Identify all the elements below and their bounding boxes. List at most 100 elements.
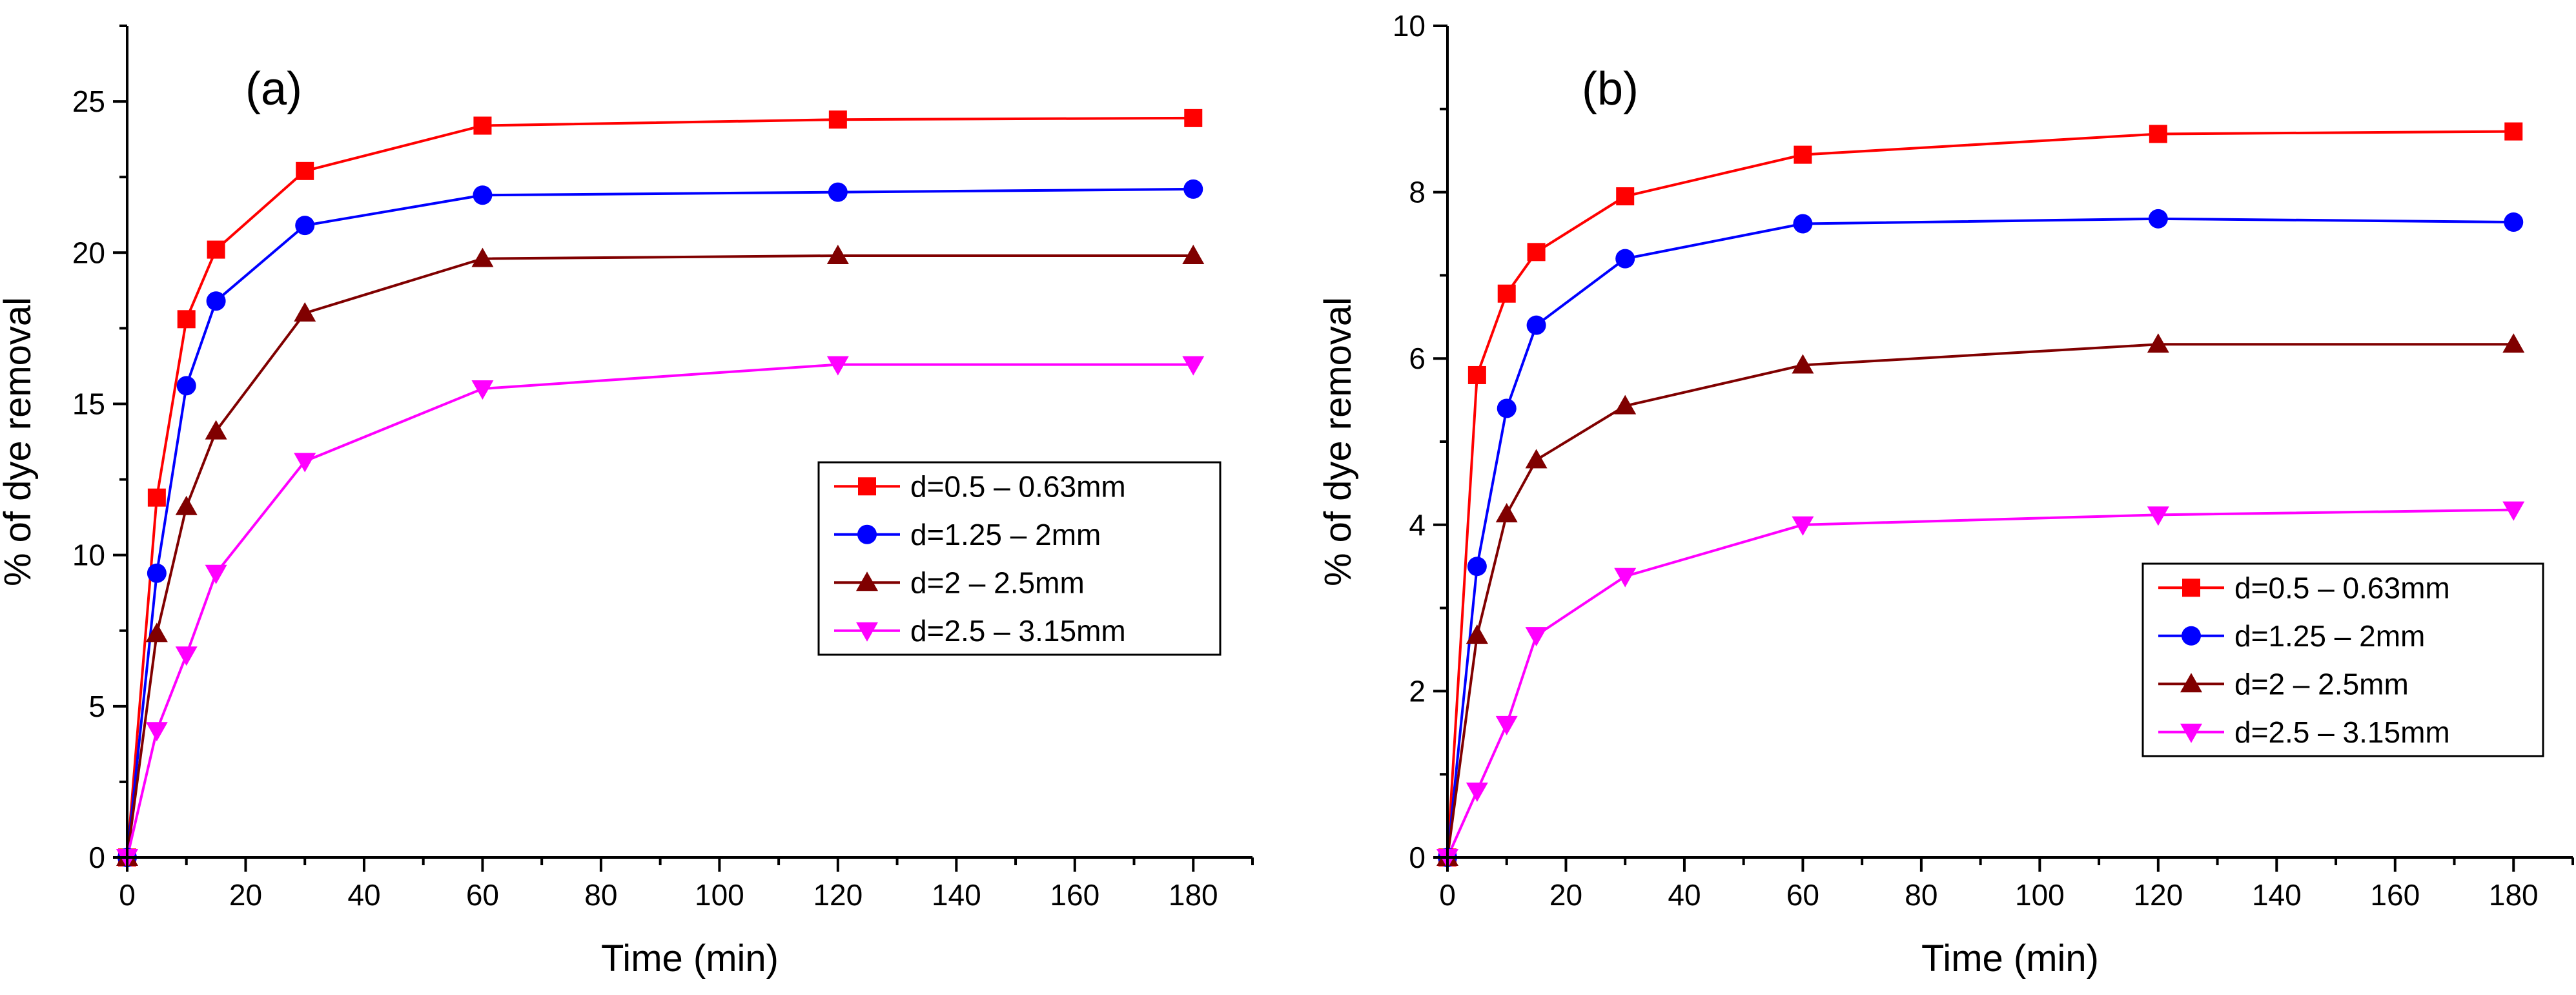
x-tick-label: 180 bbox=[1169, 878, 1218, 912]
data-point-d-2-5-3-15mm-1 bbox=[145, 722, 168, 742]
legend-marker-d-1-25-2mm bbox=[2182, 626, 2201, 646]
series-line-d-2-5-3-15mm bbox=[126, 363, 1194, 858]
data-point-d-2-5-3-15mm-5 bbox=[1792, 516, 1814, 536]
legend-box bbox=[817, 461, 1222, 656]
data-point-d-0-5-0-63mm-1 bbox=[147, 488, 166, 507]
y-tick-label: 2 bbox=[1409, 674, 1426, 708]
series-line-d-2-5-3-15mm bbox=[1446, 508, 2514, 858]
data-point-d-0-5-0-63mm-5 bbox=[1794, 145, 1812, 164]
data-point-d-1-25-2mm-7 bbox=[2504, 212, 2524, 232]
data-point-d-1-25-2mm-2 bbox=[176, 376, 196, 396]
data-point-d-2-5-3-15mm-4 bbox=[294, 453, 316, 473]
x-tick-label: 40 bbox=[1668, 878, 1701, 912]
data-point-d-2-2-5mm-4 bbox=[1614, 395, 1637, 415]
data-point-d-0-5-0-63mm-3 bbox=[1527, 243, 1546, 262]
series-line-d-1-25-2mm bbox=[126, 187, 1194, 858]
series-line-d-0-5-0-63mm bbox=[1446, 130, 2514, 858]
x-tick-label: 0 bbox=[1439, 878, 1456, 912]
y-tick-label: 10 bbox=[1393, 9, 1426, 43]
data-point-d-1-25-2mm-7 bbox=[1183, 179, 1203, 199]
legend: d=0.5 – 0.63mm d=1.25 – 2mm d=2 – 2.5mm d=2… bbox=[817, 461, 1222, 656]
data-point-d-1-25-2mm-4 bbox=[295, 216, 315, 236]
data-point-d-2-5-3-15mm-2 bbox=[175, 646, 198, 666]
data-point-d-2-5-3-15mm-3 bbox=[1525, 627, 1548, 647]
y-tick-label: 20 bbox=[72, 236, 105, 269]
data-point-d-1-25-2mm-2 bbox=[1497, 398, 1517, 418]
y-axis-title: % of dye removal bbox=[0, 297, 39, 586]
x-tick-label: 80 bbox=[1905, 878, 1937, 912]
series-line-d-2-2-5mm bbox=[126, 254, 1194, 858]
series-line-d-2-2-5mm bbox=[1446, 343, 2514, 858]
x-tick-label: 40 bbox=[347, 878, 380, 912]
x-tick-label: 140 bbox=[2252, 878, 2302, 912]
legend-marker-d-0-5-0-63mm bbox=[2182, 579, 2200, 597]
x-tick-label: 60 bbox=[1786, 878, 1819, 912]
legend-box bbox=[2142, 562, 2544, 757]
legend-label-d-1-25-2mm: d=1.25 – 2mm bbox=[910, 518, 1101, 551]
data-point-d-0-5-0-63mm-2 bbox=[1497, 284, 1516, 303]
data-point-d-2-2-5mm-7 bbox=[1182, 244, 1205, 264]
data-point-d-0-5-0-63mm-6 bbox=[828, 110, 847, 129]
data-point-d-1-25-2mm-3 bbox=[1526, 315, 1546, 335]
legend-marker-d-1-25-2mm bbox=[857, 524, 877, 544]
legend-label-d-2-5-3-15mm: d=2.5 – 3.15mm bbox=[2234, 715, 2450, 749]
x-tick-label: 160 bbox=[1050, 878, 1099, 912]
data-point-d-0-5-0-63mm-6 bbox=[2149, 125, 2167, 143]
x-tick-label: 140 bbox=[932, 878, 981, 912]
panel-label: (a) bbox=[245, 63, 302, 115]
x-axis-title: Time (min) bbox=[1921, 938, 2099, 980]
data-point-d-1-25-2mm-5 bbox=[473, 185, 493, 205]
data-point-d-0-5-0-63mm-4 bbox=[296, 161, 314, 180]
data-point-d-2-5-3-15mm-2 bbox=[1495, 715, 1518, 735]
x-axis-title: Time (min) bbox=[601, 938, 779, 980]
data-point-d-2-5-3-15mm-7 bbox=[1182, 356, 1205, 376]
data-point-d-2-2-5mm-1 bbox=[1466, 624, 1488, 644]
y-tick-label: 0 bbox=[88, 841, 105, 874]
y-tick-label: 5 bbox=[88, 690, 105, 723]
data-point-d-2-2-5mm-2 bbox=[1495, 503, 1518, 523]
data-point-d-0-5-0-63mm-2 bbox=[177, 310, 196, 329]
y-tick-label: 0 bbox=[1409, 841, 1426, 874]
legend-marker-d-2-5-3-15mm bbox=[2180, 723, 2202, 743]
data-point-d-2-5-3-15mm-7 bbox=[2502, 501, 2525, 521]
legend-label-d-0-5-0-63mm: d=0.5 – 0.63mm bbox=[910, 469, 1126, 503]
data-point-d-2-2-5mm-4 bbox=[294, 302, 316, 322]
data-point-d-1-25-2mm-1 bbox=[147, 563, 167, 583]
data-point-d-0-5-0-63mm-7 bbox=[1184, 108, 1203, 127]
y-tick-label: 10 bbox=[72, 539, 105, 572]
x-tick-label: 20 bbox=[229, 878, 262, 912]
panel-a: 0 20 40 60 80 100 120 140 160 180 0 5 10 15 20 25 Time (… bbox=[0, 25, 1254, 980]
legend-label-d-0-5-0-63mm: d=0.5 – 0.63mm bbox=[2234, 571, 2450, 604]
data-point-d-0-5-0-63mm-4 bbox=[1616, 187, 1635, 206]
data-point-d-2-2-5mm-5 bbox=[471, 247, 494, 267]
data-point-d-2-5-3-15mm-5 bbox=[471, 380, 494, 400]
legend-label-d-1-25-2mm: d=1.25 – 2mm bbox=[2234, 619, 2425, 653]
data-point-d-2-5-3-15mm-1 bbox=[1466, 782, 1488, 802]
data-point-d-1-25-2mm-5 bbox=[1793, 214, 1813, 234]
series-line-d-1-25-2mm bbox=[1446, 217, 2514, 858]
data-point-d-2-2-5mm-5 bbox=[1792, 354, 1814, 374]
x-tick-label: 100 bbox=[695, 878, 744, 912]
data-point-d-2-2-5mm-1 bbox=[145, 622, 168, 642]
data-point-d-1-25-2mm-6 bbox=[2148, 209, 2168, 229]
x-tick-label: 180 bbox=[2489, 878, 2539, 912]
data-point-d-2-2-5mm-6 bbox=[2147, 333, 2169, 353]
series-line-d-0-5-0-63mm bbox=[126, 116, 1194, 858]
x-tick-label: 20 bbox=[1549, 878, 1582, 912]
legend: d=0.5 – 0.63mm d=1.25 – 2mm d=2 – 2.5mm d=2… bbox=[2142, 562, 2544, 757]
x-tick-label: 100 bbox=[2015, 878, 2065, 912]
y-tick-label: 15 bbox=[72, 387, 105, 420]
data-point-d-2-5-3-15mm-3 bbox=[205, 564, 227, 584]
legend-marker-d-2-2-5mm bbox=[2180, 673, 2202, 693]
data-point-d-0-5-0-63mm-7 bbox=[2504, 122, 2523, 141]
data-point-d-2-2-5mm-6 bbox=[826, 244, 849, 264]
data-point-d-1-25-2mm-6 bbox=[828, 182, 848, 202]
x-tick-label: 0 bbox=[119, 878, 136, 912]
x-tick-label: 80 bbox=[584, 878, 617, 912]
y-axis-title: % of dye removal bbox=[1317, 297, 1359, 586]
data-point-d-2-2-5mm-3 bbox=[1525, 449, 1548, 469]
legend-marker-d-0-5-0-63mm bbox=[858, 477, 876, 496]
x-tick-label: 60 bbox=[466, 878, 499, 912]
legend-marker-d-2-2-5mm bbox=[856, 571, 878, 591]
